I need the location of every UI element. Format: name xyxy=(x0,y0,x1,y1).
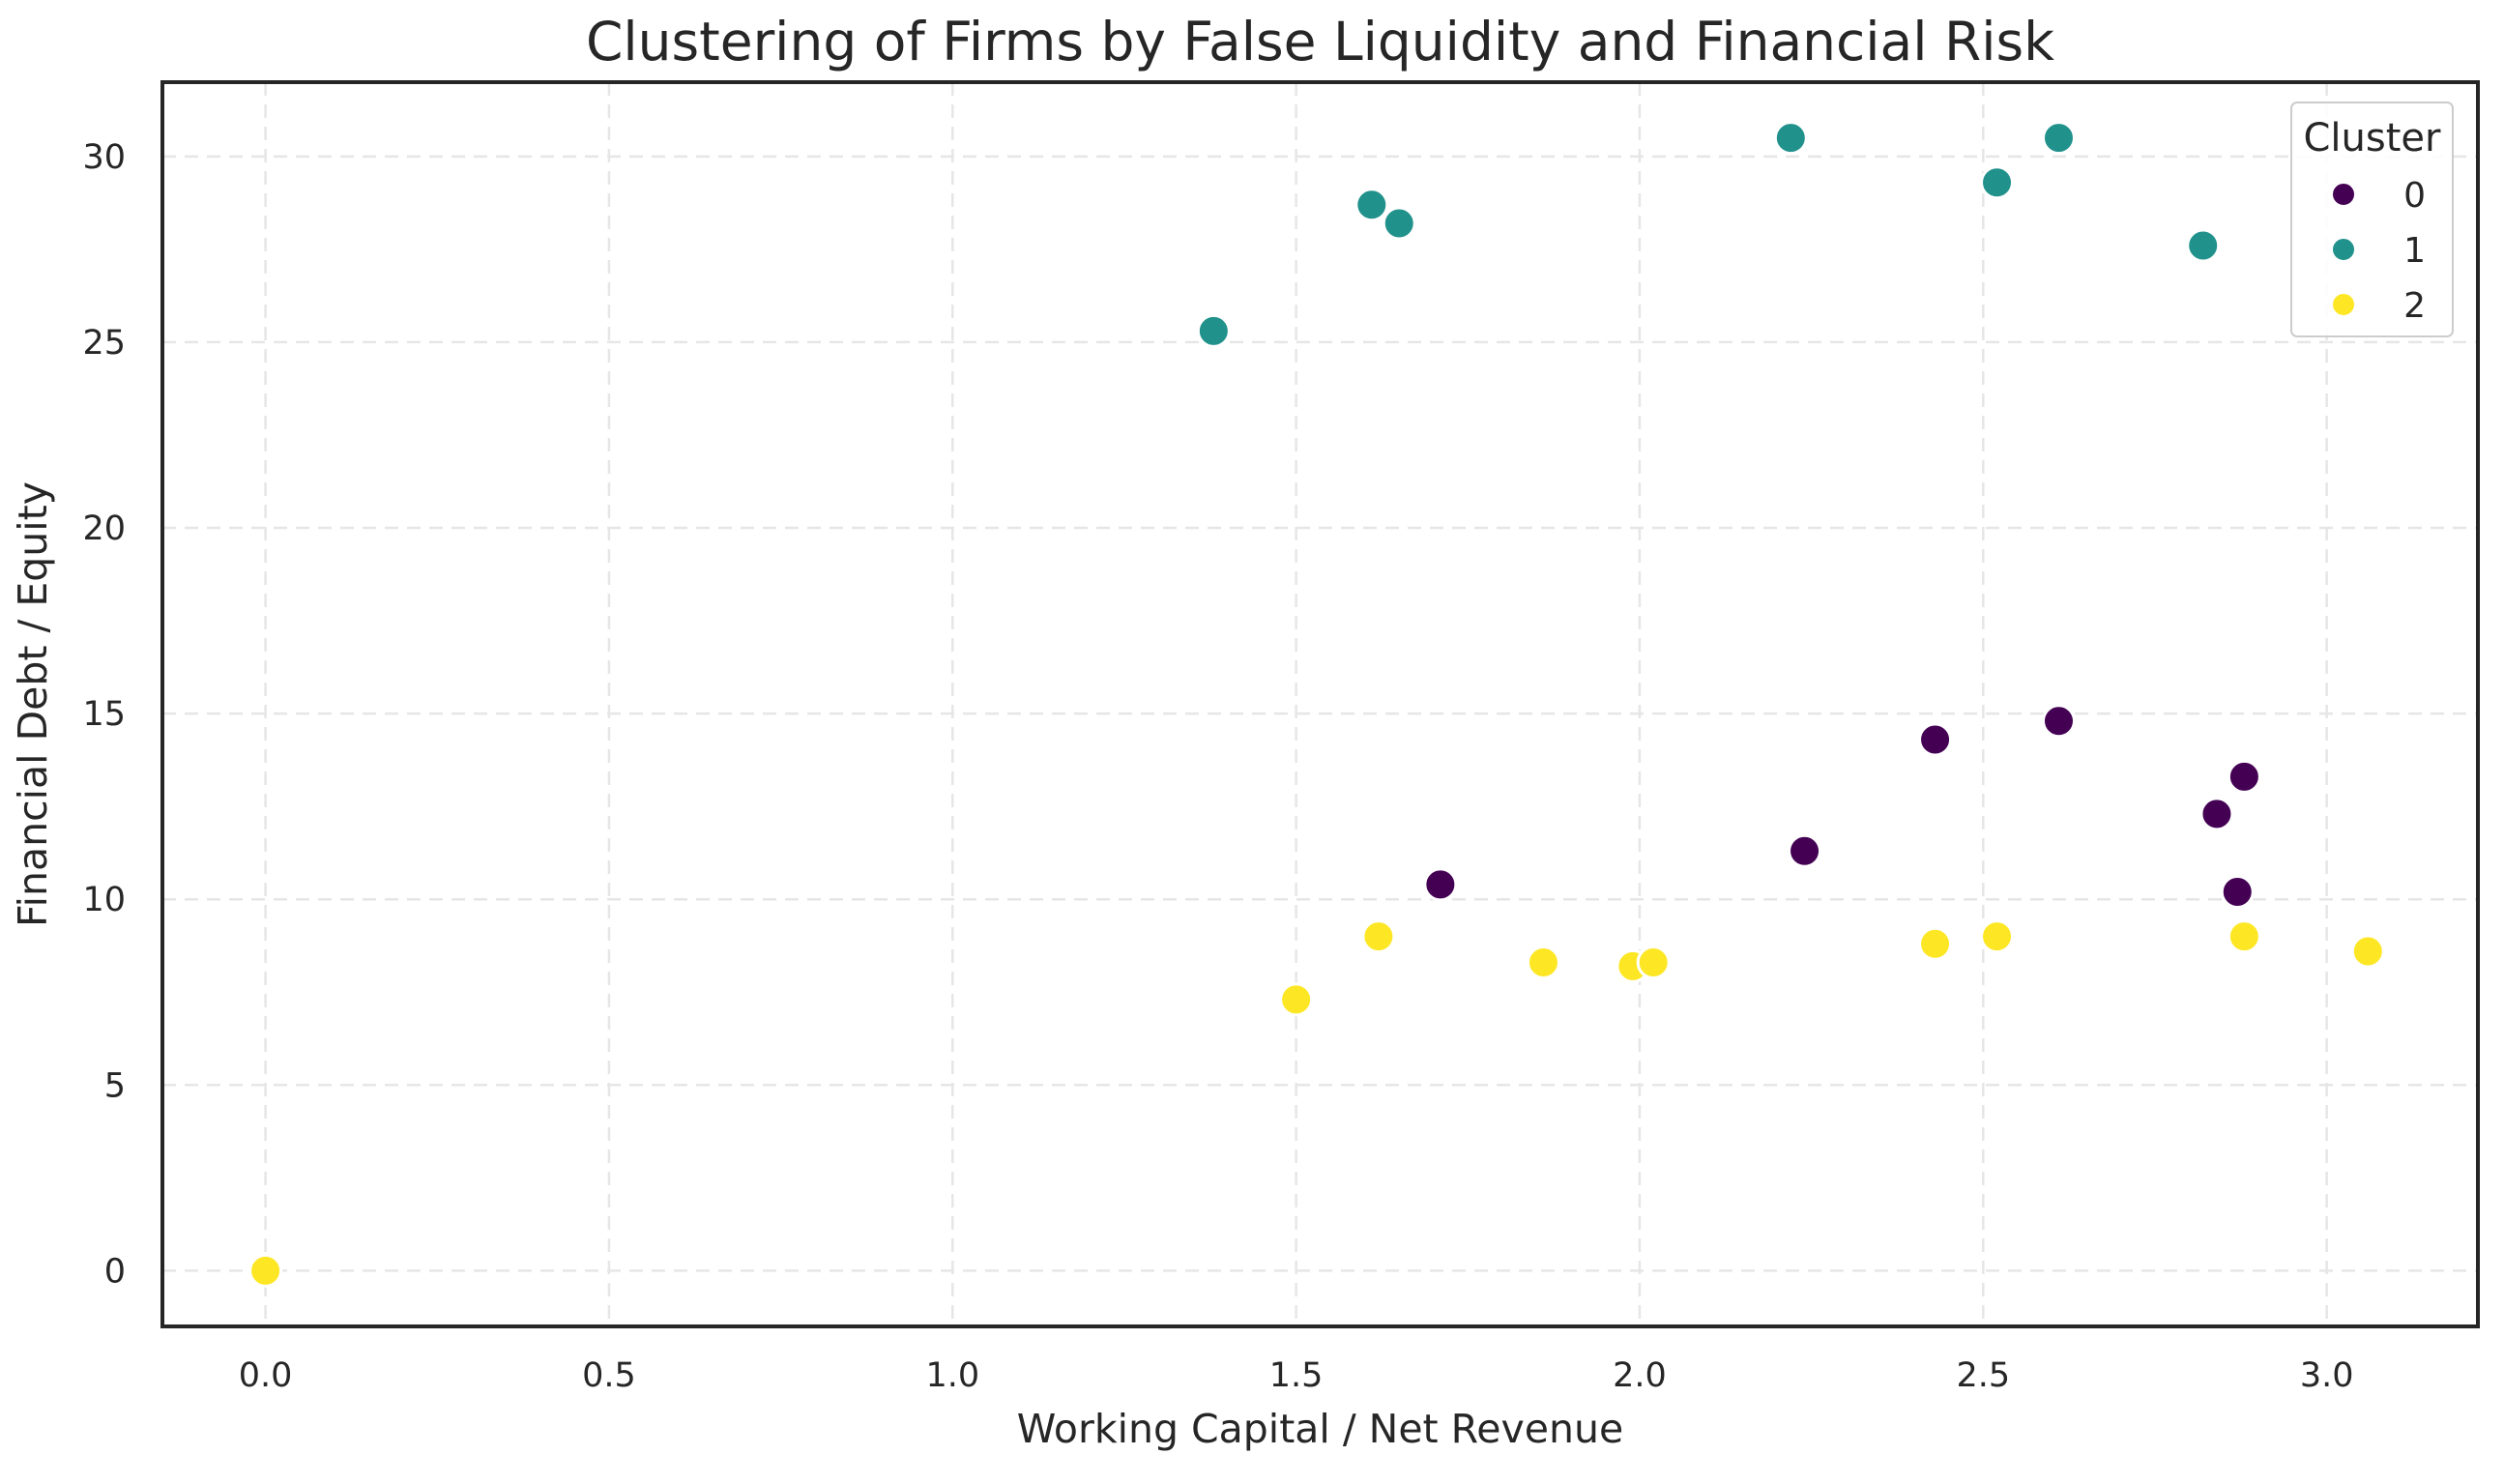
data-point-cluster-0 xyxy=(2199,797,2234,831)
plot-frame xyxy=(160,80,2480,1328)
chart-title: Clustering of Firms by False Liquidity a… xyxy=(586,11,2054,73)
data-point-cluster-1 xyxy=(1773,121,1808,156)
data-point-cluster-2 xyxy=(1636,946,1671,980)
data-points xyxy=(248,121,2385,1288)
data-point-cluster-0 xyxy=(2220,875,2255,910)
data-point-cluster-1 xyxy=(2186,228,2221,263)
x-tick-label: 3.0 xyxy=(2300,1356,2354,1395)
y-tick-label: 30 xyxy=(82,138,126,177)
legend-title: Cluster xyxy=(2304,116,2442,160)
legend-box xyxy=(2290,102,2454,337)
legend-marker-cluster-2 xyxy=(2331,292,2356,317)
data-point-cluster-2 xyxy=(1980,919,2015,954)
data-point-cluster-2 xyxy=(2227,919,2261,954)
data-point-cluster-2 xyxy=(2350,934,2385,969)
data-point-cluster-2 xyxy=(1918,926,1953,961)
data-point-cluster-2 xyxy=(1526,946,1560,980)
data-point-cluster-1 xyxy=(1354,188,1389,222)
data-point-cluster-2 xyxy=(1279,982,1314,1017)
legend-items: 0 1 2 xyxy=(2331,176,2426,326)
data-point-cluster-1 xyxy=(2041,121,2076,156)
y-tick-label: 10 xyxy=(82,881,126,919)
y-tick-label: 20 xyxy=(82,509,126,548)
data-point-cluster-1 xyxy=(1382,206,1416,241)
x-tick-label: 0.5 xyxy=(582,1356,636,1395)
legend-marker-cluster-1 xyxy=(2331,237,2356,262)
x-tick-label: 2.5 xyxy=(1956,1356,2010,1395)
legend-label-cluster-0: 0 xyxy=(2403,176,2426,216)
data-point-cluster-0 xyxy=(1788,833,1822,868)
y-tick-label: 5 xyxy=(104,1066,126,1105)
data-point-cluster-2 xyxy=(248,1253,283,1288)
legend-label-cluster-1: 1 xyxy=(2403,231,2426,271)
x-axis-label: Working Capital / Net Revenue xyxy=(1017,1406,1623,1452)
x-tick-label: 1.0 xyxy=(925,1356,979,1395)
x-tick-label: 0.0 xyxy=(239,1356,293,1395)
data-point-cluster-0 xyxy=(1918,722,1953,757)
legend-marker-cluster-0 xyxy=(2331,182,2356,207)
y-tick-label: 0 xyxy=(104,1252,126,1291)
data-point-cluster-0 xyxy=(1423,867,1458,902)
x-axis-ticks: 0.0 0.5 1.0 1.5 2.0 2.5 3.0 xyxy=(239,1356,2354,1395)
y-axis-label: Financial Debt / Equity xyxy=(10,481,56,927)
legend-label-cluster-2: 2 xyxy=(2403,286,2426,326)
y-axis-ticks: 0 5 10 15 20 25 30 xyxy=(82,138,126,1292)
x-tick-label: 2.0 xyxy=(1613,1356,1667,1395)
data-point-cluster-1 xyxy=(1196,313,1231,348)
data-point-cluster-0 xyxy=(2227,759,2261,794)
data-point-cluster-1 xyxy=(1980,165,2015,200)
y-tick-label: 15 xyxy=(82,695,126,734)
data-point-cluster-0 xyxy=(2041,704,2076,739)
x-tick-label: 1.5 xyxy=(1269,1356,1324,1395)
y-tick-label: 25 xyxy=(82,324,126,363)
legend: Cluster 0 1 2 xyxy=(2290,102,2454,337)
data-point-cluster-2 xyxy=(1361,919,1396,954)
